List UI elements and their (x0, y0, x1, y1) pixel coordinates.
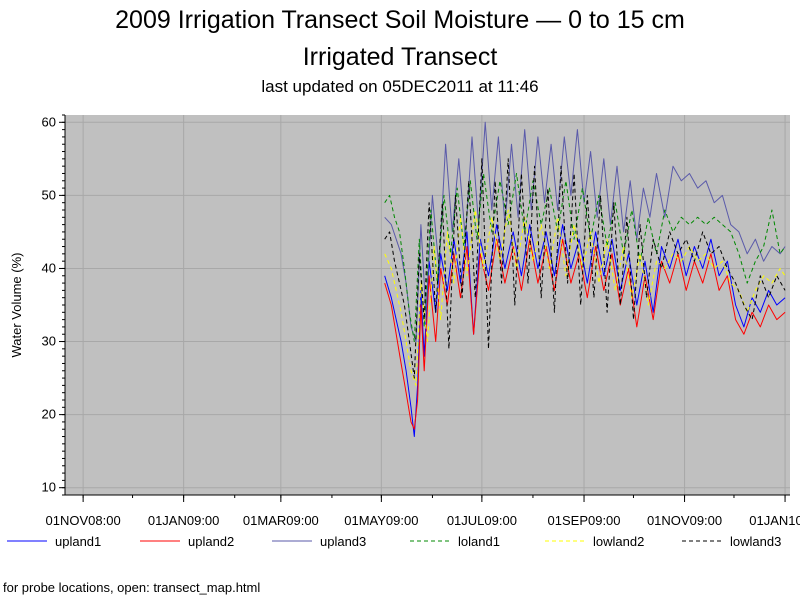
y-axis-label: Water Volume (%) (9, 253, 24, 358)
chart-subtitle: Irrigated Transect (302, 43, 498, 71)
series-line-loland1 (384, 173, 786, 342)
x-tick-label: 01JAN10:00 (749, 513, 800, 528)
legend-label-lowland2: lowland2 (593, 534, 644, 549)
series-line-lowland3 (384, 158, 786, 379)
x-tick-label: 01MAY09:00 (344, 513, 418, 528)
y-tick-label: 60 (42, 114, 56, 129)
x-tick-label: 01NOV09:00 (647, 513, 722, 528)
footer-note: for probe locations, open: transect_map.… (3, 580, 261, 595)
series-line-lowland2 (384, 209, 786, 386)
y-tick-label: 10 (42, 480, 56, 495)
x-tick-label: 01JUL09:00 (447, 513, 517, 528)
series-line-upland1 (384, 224, 786, 437)
x-tick-label: 01SEP09:00 (548, 513, 621, 528)
y-tick-label: 50 (42, 187, 56, 202)
legend-label-upland1: upland1 (55, 534, 101, 549)
x-tick-label: 01NOV08:00 (46, 513, 121, 528)
legend-label-upland2: upland2 (188, 534, 234, 549)
chart-title: 2009 Irrigation Transect Soil Moisture —… (115, 6, 685, 34)
x-tick-label: 01JAN09:00 (148, 513, 220, 528)
legend-label-upland3: upland3 (320, 534, 366, 549)
y-tick-label: 30 (42, 334, 56, 349)
y-tick-label: 40 (42, 260, 56, 275)
legend-label-lowland3: lowland3 (730, 534, 781, 549)
x-tick-label: 01MAR09:00 (243, 513, 319, 528)
series-line-upland3 (384, 121, 786, 342)
legend-label-loland1: loland1 (458, 534, 500, 549)
last-updated-text: last updated on 05DEC2011 at 11:46 (261, 77, 539, 96)
series-line-upland2 (384, 238, 786, 430)
y-tick-label: 20 (42, 407, 56, 422)
